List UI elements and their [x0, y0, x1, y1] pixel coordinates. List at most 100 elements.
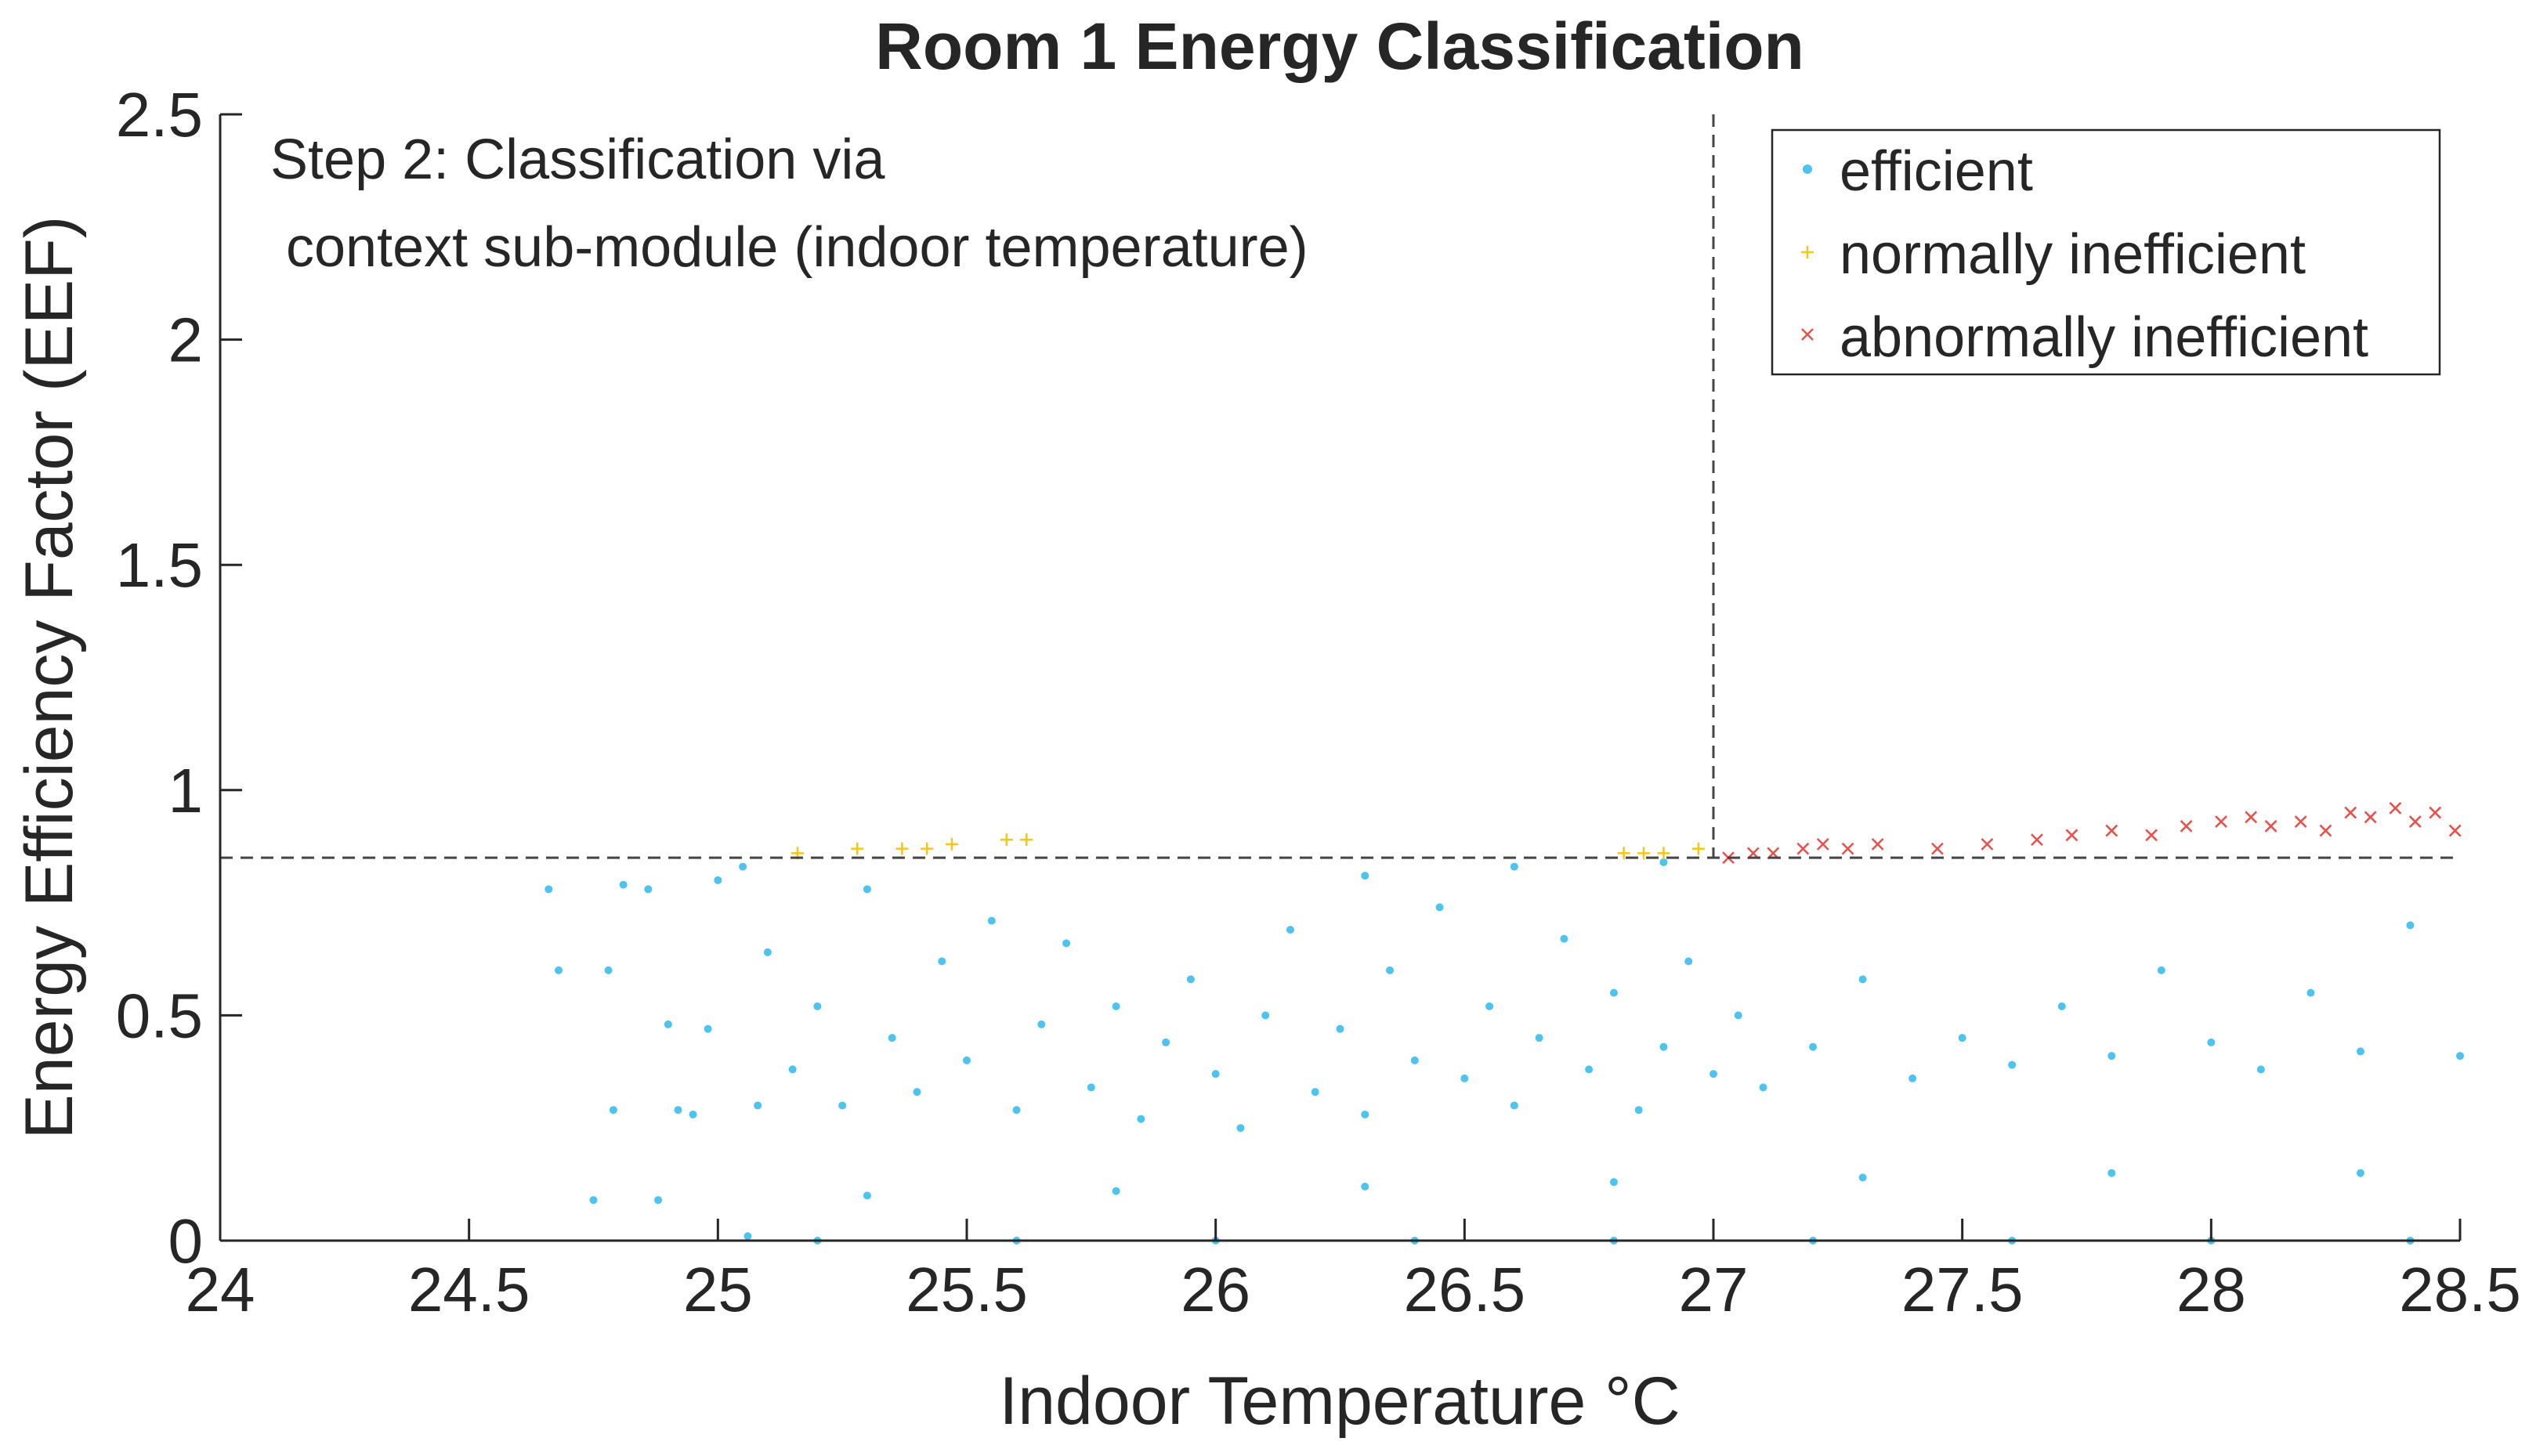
x-tick-label: 27 — [1679, 1255, 1749, 1324]
point-abnormally-inefficient — [2145, 829, 2158, 842]
point-efficient — [754, 1101, 762, 1110]
point-efficient — [1435, 903, 1444, 912]
point-efficient — [763, 948, 772, 956]
x-tick-label: 28 — [2176, 1255, 2246, 1324]
point-efficient — [619, 880, 628, 889]
point-efficient — [1908, 1074, 1917, 1082]
point-efficient — [1037, 1020, 1046, 1028]
point-efficient — [1709, 1070, 1717, 1078]
point-efficient — [555, 966, 563, 974]
point-abnormally-inefficient — [2065, 829, 2078, 842]
point-efficient — [2306, 988, 2315, 997]
point-efficient — [1858, 1173, 1867, 1182]
point-efficient — [1361, 1182, 1369, 1190]
point-efficient — [1684, 957, 1693, 966]
point-efficient — [654, 1196, 663, 1205]
point-efficient — [1211, 1070, 1220, 1078]
point-efficient — [888, 1034, 896, 1042]
point-efficient — [1137, 1115, 1145, 1123]
y-tick-label: 2 — [168, 305, 204, 375]
point-efficient — [838, 1101, 847, 1110]
point-abnormally-inefficient — [2448, 824, 2462, 837]
point-efficient — [1112, 1002, 1120, 1010]
point-efficient — [704, 1024, 712, 1033]
point-efficient — [1460, 1074, 1469, 1082]
point-efficient — [1311, 1088, 1319, 1097]
point-abnormally-inefficient — [2344, 806, 2357, 819]
point-efficient — [1535, 1034, 1543, 1042]
point-efficient — [664, 1020, 672, 1028]
point-normally-inefficient — [851, 842, 864, 855]
point-efficient — [739, 862, 747, 871]
point-efficient — [863, 885, 871, 894]
annotation-line-2: context sub-module (indoor temperature) — [270, 216, 1308, 279]
point-efficient — [689, 1110, 697, 1118]
legend-label-normally-inefficient: normally inefficient — [1840, 223, 2306, 286]
x-tick-label: 25.5 — [906, 1255, 1028, 1324]
chart-title: Room 1 Energy Classification — [875, 9, 1804, 83]
point-efficient — [1734, 1011, 1742, 1020]
point-efficient — [2207, 1038, 2216, 1046]
point-efficient — [1659, 858, 1668, 866]
point-efficient — [1286, 926, 1294, 934]
point-efficient — [743, 1232, 752, 1241]
legend-label-abnormally-inefficient: abnormally inefficient — [1840, 306, 2368, 369]
y-ticks: 0 0.5 1 1.5 2 2.5 — [116, 80, 242, 1276]
point-efficient — [1062, 939, 1071, 948]
legend-marker-normally-inefficient — [1801, 246, 1814, 258]
point-normally-inefficient — [1020, 833, 1033, 847]
x-tick-label: 24 — [186, 1255, 255, 1324]
point-efficient — [1585, 1065, 1594, 1074]
point-abnormally-inefficient — [2180, 819, 2193, 833]
y-tick-label: 0 — [168, 1206, 204, 1276]
point-efficient — [604, 966, 613, 974]
point-efficient — [987, 916, 996, 925]
point-efficient — [1759, 1083, 1767, 1092]
point-efficient — [1112, 1187, 1120, 1195]
point-abnormally-inefficient — [2408, 815, 2422, 828]
point-efficient — [2008, 1060, 2017, 1069]
point-abnormally-inefficient — [2429, 806, 2442, 819]
point-abnormally-inefficient — [2215, 815, 2227, 828]
x-tick-label: 25 — [683, 1255, 753, 1324]
x-tick-label: 26 — [1181, 1255, 1250, 1324]
y-tick-label: 2.5 — [116, 80, 203, 150]
point-normally-inefficient — [1000, 833, 1013, 847]
point-normally-inefficient — [1691, 842, 1705, 855]
point-abnormally-inefficient — [1796, 842, 1810, 855]
point-normally-inefficient — [921, 842, 934, 855]
legend: efficient normally inefficient abnormall… — [1771, 128, 2441, 376]
point-efficient — [1162, 1038, 1170, 1046]
point-efficient — [589, 1196, 598, 1205]
point-efficient — [1087, 1083, 1095, 1092]
point-abnormally-inefficient — [2389, 801, 2402, 815]
point-efficient — [2356, 1169, 2364, 1177]
y-tick-label: 0.5 — [116, 981, 203, 1050]
point-efficient — [1410, 1056, 1419, 1064]
point-abnormally-inefficient — [2294, 815, 2307, 828]
point-efficient — [1609, 1178, 1618, 1187]
point-efficient — [674, 1106, 682, 1115]
point-efficient — [1336, 1024, 1344, 1033]
legend-box — [1771, 128, 2441, 376]
legend-label-efficient: efficient — [1840, 140, 2033, 203]
x-tick-label: 24.5 — [408, 1255, 530, 1324]
point-efficient — [2256, 1065, 2265, 1074]
point-efficient — [963, 1056, 971, 1064]
point-efficient — [2406, 921, 2415, 930]
y-tick-label: 1.5 — [116, 530, 203, 600]
point-efficient — [2057, 1002, 2066, 1010]
x-axis-label: Indoor Temperature °C — [999, 1364, 1680, 1439]
point-efficient — [2157, 966, 2165, 974]
point-efficient — [1186, 975, 1195, 984]
point-efficient — [1809, 1042, 1818, 1051]
point-efficient — [788, 1065, 797, 1074]
point-normally-inefficient — [1637, 847, 1651, 860]
point-efficient — [813, 1002, 822, 1010]
point-efficient — [1609, 988, 1618, 997]
point-efficient — [1958, 1034, 1966, 1042]
point-normally-inefficient — [945, 837, 958, 851]
x-tick-label: 26.5 — [1403, 1255, 1525, 1324]
x-ticks: 24 24.5 25 25.5 26 26.5 27 27.5 28 28.5 — [186, 1219, 2521, 1324]
point-efficient — [1510, 1101, 1518, 1110]
